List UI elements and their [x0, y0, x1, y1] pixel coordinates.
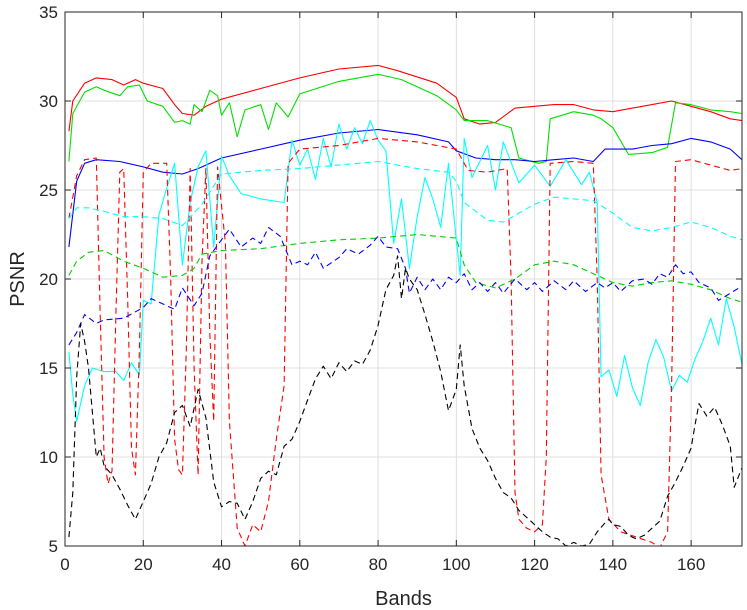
- x-tick-label: 40: [212, 555, 231, 574]
- series-line-4: [68, 120, 742, 422]
- y-tick-label: 10: [39, 448, 58, 467]
- y-tick-label: 5: [49, 537, 58, 556]
- x-tick-label: 20: [134, 555, 153, 574]
- series-line-5: [68, 137, 742, 546]
- series-line-1: [68, 64, 742, 132]
- y-axis-label: PSNR: [7, 251, 29, 307]
- series-line-9: [68, 255, 742, 546]
- series-line-6: [68, 160, 742, 241]
- x-tick-label: 60: [290, 555, 309, 574]
- x-tick-label: 0: [60, 555, 69, 574]
- series-line-8: [68, 226, 742, 346]
- x-tick-label: 100: [442, 555, 470, 574]
- y-tick-label: 25: [39, 181, 58, 200]
- y-tick-label: 20: [39, 270, 58, 289]
- grid: [64, 11, 742, 547]
- series-line-2: [68, 73, 742, 164]
- x-tick-label: 80: [369, 555, 388, 574]
- y-tick-label: 30: [39, 92, 58, 111]
- x-axis-label: Bands: [375, 588, 432, 610]
- y-tick-label: 35: [39, 3, 58, 22]
- x-tick-label: 140: [599, 555, 627, 574]
- axes: 0 20 40 60 80 100 120 140 160 5 10 15 20 25 30 35: [39, 3, 743, 574]
- x-tick-label: 120: [520, 555, 548, 574]
- x-tick-label: 160: [677, 555, 705, 574]
- series-group: [68, 64, 742, 546]
- y-tick-label: 15: [39, 359, 58, 378]
